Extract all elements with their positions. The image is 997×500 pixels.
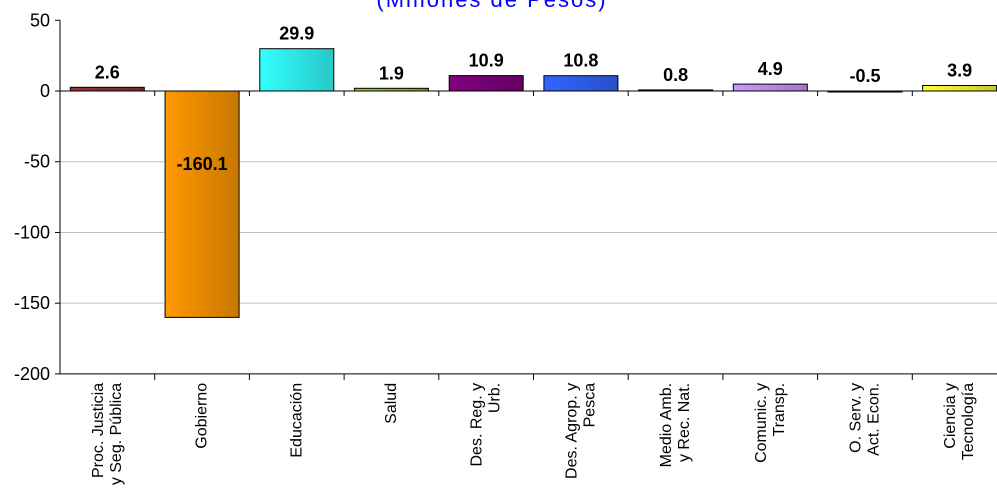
- y-tick-label: -200: [14, 364, 50, 384]
- bar-educacion: [259, 48, 335, 92]
- bar-des-agrop-y-pesca: [543, 75, 619, 92]
- data-label-comunic-y-transp: 4.9: [758, 59, 783, 79]
- data-label-proc-justicia-y-seg-publica: 2.6: [95, 62, 120, 82]
- x-tick-label-gobierno: Gobierno: [194, 383, 211, 449]
- x-tick-label-proc-justicia-y-seg-publica: y Seg. Pública: [108, 383, 125, 485]
- x-tick-label-proc-justicia-y-seg-publica: Proc. Justicia: [90, 383, 107, 478]
- y-tick-label: -150: [14, 293, 50, 313]
- bars: [69, 48, 997, 318]
- data-label-medio-amb-y-rec-nat: 0.8: [663, 65, 688, 85]
- x-tick-label-salud: Salud: [383, 383, 400, 424]
- x-tick-label-o-serv-y-act-econ: O. Serv. y: [848, 383, 865, 453]
- data-label-salud: 1.9: [379, 63, 404, 83]
- x-tick-label-ciencia-y-tecnologia: Ciencia y: [942, 383, 959, 449]
- y-tick-label: -100: [14, 222, 50, 242]
- data-label-educacion: 29.9: [279, 24, 314, 44]
- x-tick-label-comunic-y-transp: Comunic. y: [753, 383, 770, 463]
- x-tick-label-medio-amb-y-rec-nat: y Rec. Nat.: [676, 383, 693, 462]
- x-tick-label-o-serv-y-act-econ: Act. Econ.: [866, 383, 883, 456]
- axes: [55, 19, 997, 380]
- x-tick-label-des-agrop-y-pesca: Pesca: [581, 383, 598, 428]
- x-tick-label-comunic-y-transp: Transp.: [771, 383, 788, 437]
- x-tick-label-des-agrop-y-pesca: Des. Agrop. y: [563, 383, 580, 479]
- y-tick-label: 0: [40, 81, 50, 101]
- x-tick-label-des-reg-y-urb: Urb.: [487, 383, 504, 413]
- data-label-gobierno: -160.1: [177, 154, 228, 174]
- x-tick-label-des-reg-y-urb: Des. Reg. y: [469, 383, 486, 467]
- bar-proc-justicia-y-seg-publica: [69, 86, 145, 92]
- x-tick-label-ciencia-y-tecnologia: Tecnología: [960, 383, 977, 460]
- x-axis-tick-labels: Proc. Justicia y Seg. Pública Gobierno Educ…: [90, 383, 977, 485]
- x-tick-label-educacion: Educación: [288, 383, 305, 458]
- bar-ciencia-y-tecnologia: [922, 85, 997, 92]
- bar-des-reg-y-urb: [448, 75, 524, 92]
- bar-comunic-y-transp: [732, 83, 808, 92]
- data-label-o-serv-y-act-econ: -0.5: [849, 66, 880, 86]
- y-axis-tick-labels: 50 0 -50 -100 -150 -200: [14, 10, 50, 384]
- x-tick-label-medio-amb-y-rec-nat: Medio Amb.: [658, 383, 675, 467]
- chart-subtitle: (Millones de Pesos): [376, 0, 607, 12]
- data-label-ciencia-y-tecnologia: 3.9: [947, 61, 972, 81]
- bar-gobierno: [164, 90, 240, 318]
- data-label-des-reg-y-urb: 10.9: [469, 51, 504, 71]
- y-tick-label: -50: [24, 152, 50, 172]
- data-label-des-agrop-y-pesca: 10.8: [563, 51, 598, 71]
- y-tick-label: 50: [30, 10, 50, 30]
- data-labels: 2.6 -160.1 29.9 1.9 10.9 10.8 0.8 4.9 -0.5 3.9: [95, 24, 972, 174]
